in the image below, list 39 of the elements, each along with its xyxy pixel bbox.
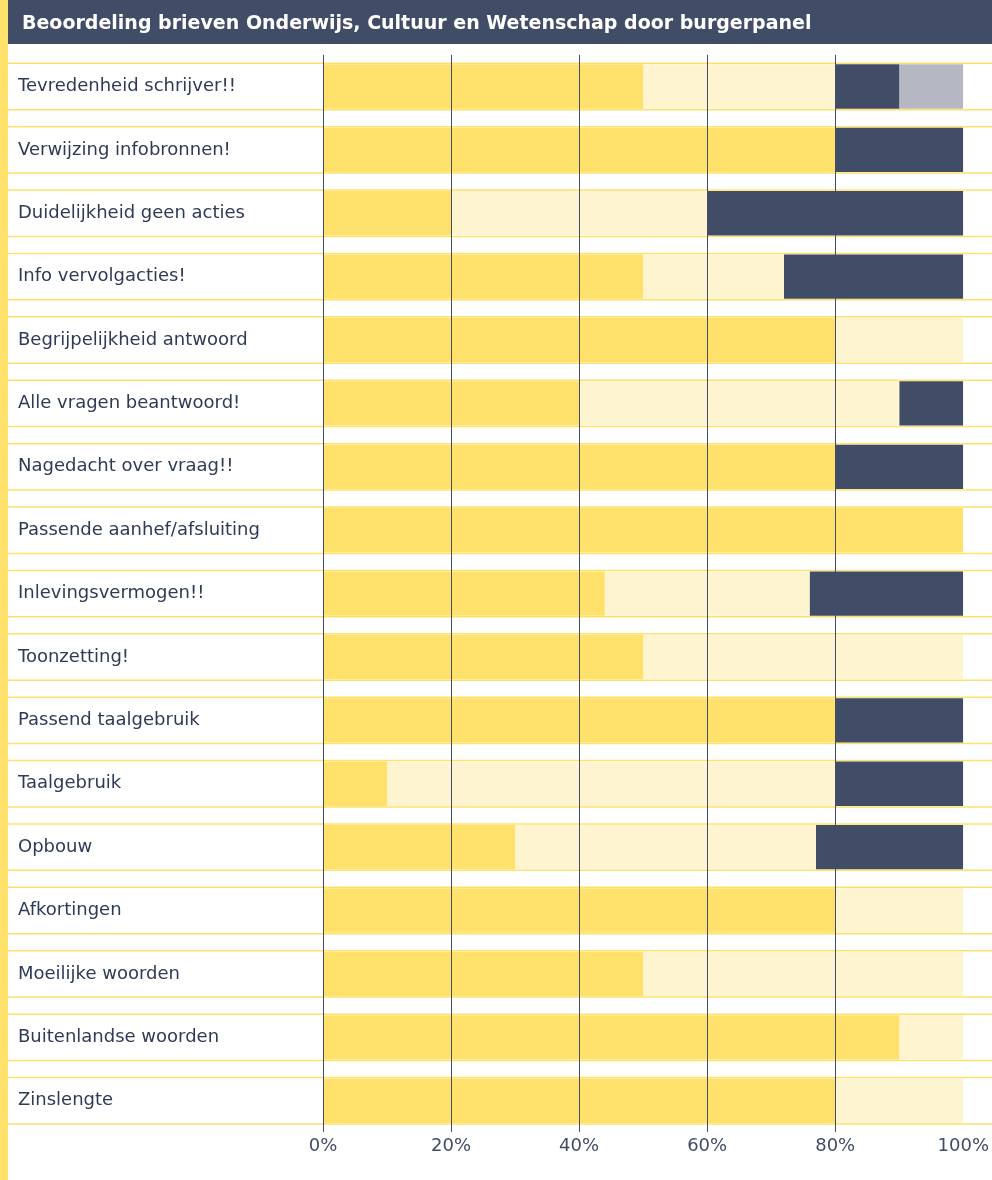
bar <box>835 888 964 933</box>
y-tick-label: Nagedacht over vraag!! <box>18 454 234 476</box>
bar <box>643 634 964 680</box>
bar <box>899 381 964 426</box>
bar <box>579 381 900 426</box>
bar <box>604 571 810 616</box>
y-tick-label: Toonzetting! <box>17 644 130 666</box>
x-tick-label: 40% <box>559 1133 600 1155</box>
y-tick-label: Alle vragen beantwoord! <box>18 391 241 413</box>
y-tick-label: Taalgebruik <box>17 771 122 793</box>
x-tick-label: 0% <box>308 1133 338 1155</box>
y-tick-label: Opbouw <box>18 834 93 856</box>
bar <box>451 191 708 236</box>
bar <box>899 64 964 109</box>
x-tick-label: 80% <box>815 1133 856 1155</box>
bar <box>643 64 836 109</box>
y-tick-label: Verwijzing infobronnen! <box>18 137 231 159</box>
bar <box>835 1078 964 1123</box>
y-tick-label: Moeilijke woorden <box>18 961 180 983</box>
y-tick-label: Tevredenheid schrijver!! <box>17 74 236 96</box>
y-tick-label: Zinslengte <box>18 1088 114 1110</box>
y-tick-label: Passende aanhef/afsluiting <box>18 517 260 539</box>
x-tick-label: 20% <box>431 1133 472 1155</box>
x-tick-label: 100% <box>937 1133 989 1155</box>
y-tick-label: Passend taalgebruik <box>18 708 201 730</box>
bar <box>643 951 964 997</box>
bar <box>899 1015 964 1060</box>
y-tick-label: Inlevingsvermogen!! <box>18 581 205 603</box>
y-tick-label: Buitenlandse woorden <box>18 1024 220 1046</box>
y-tick-label: Info vervolgacties! <box>18 264 186 286</box>
bar <box>835 317 964 363</box>
bar <box>643 254 784 299</box>
bar <box>515 824 817 870</box>
y-tick-label: Afkortingen <box>18 898 122 920</box>
bar <box>387 761 836 806</box>
y-tick-label: Duidelijkheid geen acties <box>18 200 245 222</box>
y-tick-label: Begrijpelijkheid antwoord <box>18 327 248 349</box>
x-tick-label: 60% <box>687 1133 728 1155</box>
chart-title: Beoordeling brieven Onderwijs, Cultuur en Wetenschap door burgerpanel <box>8 0 992 44</box>
